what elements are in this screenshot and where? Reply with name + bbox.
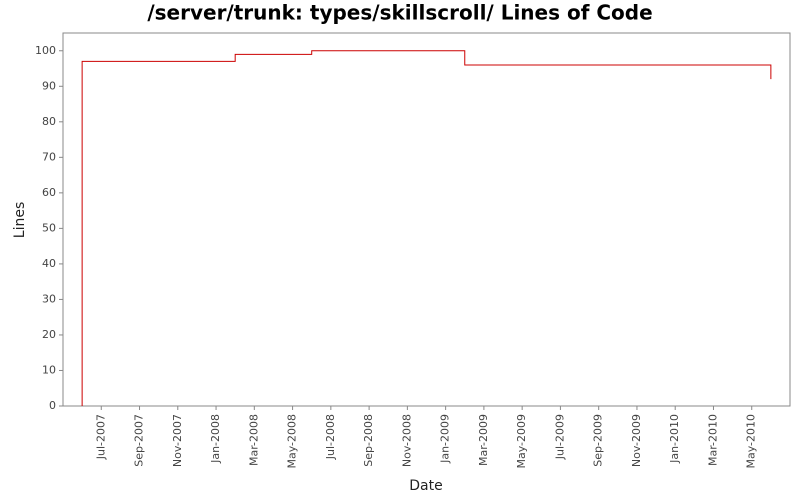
x-tick-label: May-2008 xyxy=(286,414,299,469)
y-tick-label: 50 xyxy=(42,221,56,234)
y-tick-label: 0 xyxy=(49,399,56,412)
y-tick-label: 90 xyxy=(42,79,56,92)
x-tick-label: Jul-2008 xyxy=(324,414,337,460)
x-tick-label: Nov-2007 xyxy=(171,414,184,467)
chart-title: /server/trunk: types/skillscroll/ Lines … xyxy=(147,1,652,25)
x-tick-label: Mar-2010 xyxy=(706,414,719,466)
x-tick-label: May-2009 xyxy=(515,414,528,469)
x-tick-label: Sep-2007 xyxy=(133,414,146,467)
x-tick-label: Nov-2009 xyxy=(630,414,643,467)
y-tick-label: 20 xyxy=(42,328,56,341)
x-tick-label: Jan-2009 xyxy=(439,414,452,464)
x-tick-label: Mar-2009 xyxy=(477,414,490,466)
y-tick-label: 60 xyxy=(42,186,56,199)
x-tick-label: Sep-2009 xyxy=(592,414,605,467)
x-tick-label: May-2010 xyxy=(745,414,758,469)
x-axis-title: Date xyxy=(409,478,442,494)
y-tick-label: 80 xyxy=(42,115,56,128)
x-tick-label: Jan-2010 xyxy=(668,414,681,464)
y-tick-label: 40 xyxy=(42,257,56,270)
x-tick-label: Nov-2008 xyxy=(400,414,413,467)
x-tick-label: Mar-2008 xyxy=(247,414,260,466)
y-tick-label: 30 xyxy=(42,292,56,305)
y-axis-title: Lines xyxy=(12,202,28,238)
plot-area xyxy=(62,32,791,407)
step-line xyxy=(81,50,772,406)
y-tick-label: 10 xyxy=(42,363,56,376)
x-tick-label: Jul-2007 xyxy=(94,414,107,460)
y-tick-label: 100 xyxy=(35,44,56,57)
x-tick-label: Jul-2009 xyxy=(553,414,566,460)
x-tick-label: Jan-2008 xyxy=(209,414,222,464)
x-tick-label: Sep-2008 xyxy=(362,414,375,467)
y-tick-label: 70 xyxy=(42,150,56,163)
